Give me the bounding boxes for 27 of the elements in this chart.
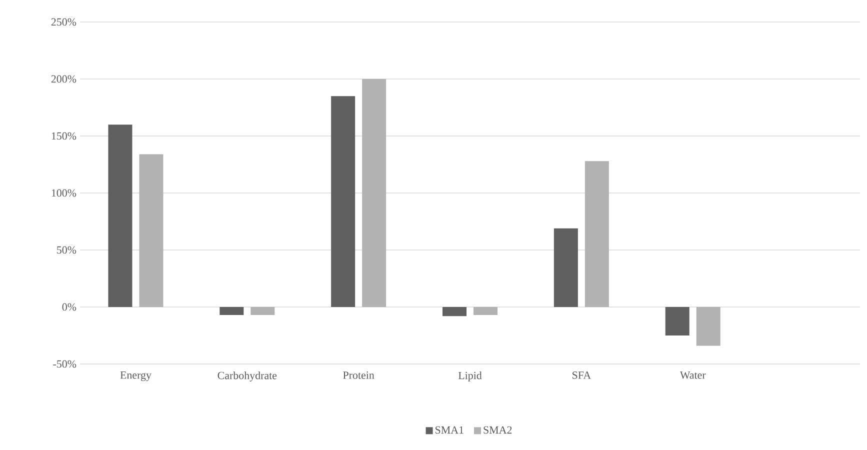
- x-tick-label: SFA: [572, 372, 591, 379]
- x-tick-label: Lipid: [458, 372, 482, 382]
- legend-label: SMA1: [436, 426, 464, 434]
- x-tick-label: Protein: [343, 372, 374, 379]
- y-tick-label: 0%: [62, 303, 76, 311]
- bar: [362, 78, 386, 307]
- y-tick-label: 150%: [52, 132, 76, 140]
- x-tick-label: Water: [680, 372, 706, 379]
- legend-label: SMA2: [484, 426, 512, 434]
- x-tick-label: Carbohydrate: [218, 372, 277, 382]
- bar: [250, 306, 275, 315]
- bar: [554, 228, 578, 307]
- bar: [665, 306, 690, 336]
- bar: [331, 96, 356, 307]
- bar: [108, 124, 132, 307]
- bar: [584, 161, 609, 307]
- y-tick-label: -50%: [53, 360, 76, 368]
- y-tick-label: 200%: [51, 75, 76, 83]
- y-tick-label: 50%: [57, 246, 76, 254]
- bar: [474, 306, 498, 315]
- bar: [696, 306, 720, 346]
- bar: [139, 154, 164, 307]
- bar: [220, 306, 244, 315]
- bar: [442, 306, 467, 316]
- x-tick-label: Energy: [120, 372, 152, 382]
- y-tick-label: 250%: [51, 18, 76, 26]
- y-tick-label: 100%: [52, 189, 76, 197]
